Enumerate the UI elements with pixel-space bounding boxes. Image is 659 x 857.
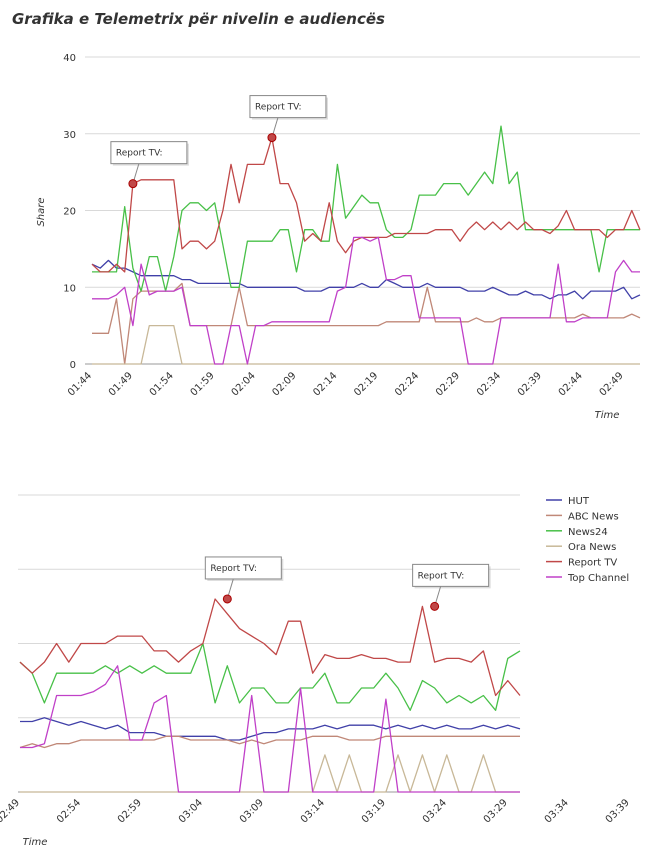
tooltip-label: Report TV:: [418, 571, 465, 581]
data-marker: [430, 601, 440, 611]
legend-entry: Top Channel: [567, 573, 629, 584]
x-tick-label: 03:14: [299, 797, 327, 825]
tooltip-box: [249, 95, 327, 119]
x-tick-label: 02:19: [352, 370, 380, 398]
series-line-report-tv: [19, 598, 521, 697]
x-tick-label: 02:49: [598, 370, 626, 398]
legend-entry: ABC News: [568, 511, 619, 522]
data-marker: [267, 133, 277, 143]
x-tick-label: 03:34: [543, 797, 571, 825]
legend-entry: Report TV: [568, 558, 617, 569]
x-axis-title: Time: [23, 837, 48, 848]
y-axis-title: Share: [36, 197, 47, 226]
x-tick-label: 03:39: [604, 797, 632, 825]
series-line-top-channel: [92, 236, 640, 365]
series-line-news24: [19, 642, 521, 711]
x-tick-label: 02:34: [475, 370, 503, 398]
y-tick-label: 0: [70, 360, 76, 371]
x-tick-label: 02:14: [311, 370, 339, 398]
x-tick-label: 01:59: [189, 370, 217, 398]
x-tick-label: 02:24: [393, 370, 421, 398]
legend-entry: HUT: [568, 496, 590, 507]
x-tick-label: 02:54: [55, 797, 83, 825]
x-tick-label: 02:39: [516, 370, 544, 398]
x-axis-title: Time: [595, 410, 620, 421]
chart-1: 0 10 20 30 40 01:44 01:49 01:54 01:59 02:04 02:09 0…: [36, 53, 641, 421]
series-line-report-tv: [91, 136, 641, 273]
y-tick-label: 20: [63, 207, 76, 218]
x-tick-label: 02:29: [434, 370, 462, 398]
x-tick-label: 01:49: [107, 370, 135, 398]
chart-2: 02:49 02:54 02:59 03:04 03:09 03:14 03:19 03:24…: [0, 494, 632, 848]
x-tick-label: 01:44: [66, 370, 94, 398]
tooltip-box: [412, 563, 490, 587]
page-title: Grafika e Telemetrix për nivelin e audie…: [12, 10, 385, 28]
series-line-ora-news: [20, 754, 520, 793]
tooltip-label: Report TV:: [116, 149, 163, 159]
legend-entry: Ora News: [568, 542, 616, 553]
x-tick-label: 02:49: [0, 797, 22, 825]
series-line-top-channel: [20, 665, 520, 793]
x-tick-label: 03:19: [360, 797, 388, 825]
legend-entry: News24: [568, 527, 608, 538]
tooltip-label: Report TV:: [210, 564, 257, 574]
tooltip-box: [204, 556, 282, 580]
x-tick-label: 03:04: [177, 797, 205, 825]
x-tick-label: 03:24: [421, 797, 449, 825]
data-marker: [222, 594, 232, 604]
x-tick-label: 03:09: [238, 797, 266, 825]
series-line-news24: [92, 125, 640, 292]
x-tick-label: 02:44: [557, 370, 585, 398]
series-line-hut: [91, 259, 641, 300]
y-tick-label: 10: [63, 283, 76, 294]
x-tick-label: 02:09: [270, 370, 298, 398]
y-tick-label: 30: [63, 130, 76, 141]
data-marker: [128, 179, 138, 189]
series-line-ora-news: [92, 324, 640, 365]
x-tick-label: 02:04: [230, 370, 258, 398]
x-tick-label: 03:29: [482, 797, 510, 825]
series-line-abc-news: [19, 735, 520, 749]
tooltip-label: Report TV:: [255, 103, 302, 113]
tooltip-box: [110, 141, 188, 165]
x-tick-label: 02:59: [116, 797, 144, 825]
y-tick-label: 40: [63, 53, 76, 64]
x-tick-label: 01:54: [148, 370, 176, 398]
series-line-hut: [20, 717, 521, 741]
